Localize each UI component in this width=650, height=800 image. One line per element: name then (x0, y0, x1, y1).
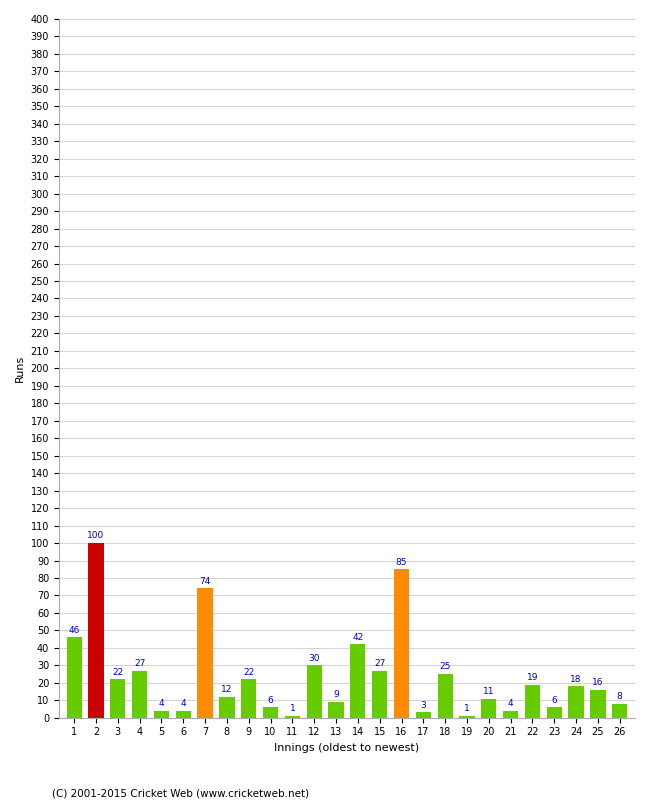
Text: 6: 6 (551, 696, 557, 705)
Text: 22: 22 (112, 668, 124, 677)
Bar (241, 679, 256, 718)
Text: 12: 12 (221, 685, 233, 694)
Text: 11: 11 (483, 687, 495, 696)
Text: 74: 74 (200, 577, 211, 586)
Bar (416, 713, 431, 718)
Bar (328, 702, 344, 718)
Bar (460, 716, 474, 718)
Bar (569, 686, 584, 718)
Bar (263, 707, 278, 718)
Text: 42: 42 (352, 633, 363, 642)
Text: (C) 2001-2015 Cricket Web (www.cricketweb.net): (C) 2001-2015 Cricket Web (www.cricketwe… (52, 788, 309, 798)
Text: 4: 4 (181, 699, 186, 708)
Y-axis label: Runs: Runs (15, 354, 25, 382)
Bar (132, 670, 148, 718)
Text: 27: 27 (134, 659, 146, 668)
Bar (111, 679, 125, 718)
Text: 4: 4 (159, 699, 164, 708)
Text: 4: 4 (508, 699, 514, 708)
Bar (154, 710, 169, 718)
Text: 85: 85 (396, 558, 408, 566)
Text: 1: 1 (464, 704, 470, 714)
Bar (612, 704, 627, 718)
Text: 1: 1 (289, 704, 295, 714)
Bar (307, 666, 322, 718)
Bar (219, 697, 235, 718)
Text: 19: 19 (526, 673, 538, 682)
Bar (198, 589, 213, 718)
Bar (176, 710, 191, 718)
Bar (547, 707, 562, 718)
Bar (481, 698, 497, 718)
Text: 18: 18 (570, 674, 582, 684)
Text: 25: 25 (439, 662, 451, 671)
Text: 3: 3 (421, 701, 426, 710)
Text: 30: 30 (309, 654, 320, 662)
Bar (590, 690, 606, 718)
Bar (394, 570, 409, 718)
Text: 100: 100 (87, 531, 105, 541)
Bar (372, 670, 387, 718)
Bar (350, 644, 365, 718)
Bar (437, 674, 453, 718)
Text: 27: 27 (374, 659, 385, 668)
X-axis label: Innings (oldest to newest): Innings (oldest to newest) (274, 743, 419, 753)
Text: 9: 9 (333, 690, 339, 699)
Text: 16: 16 (592, 678, 604, 687)
Bar (88, 543, 103, 718)
Bar (503, 710, 518, 718)
Bar (66, 638, 82, 718)
Text: 8: 8 (617, 692, 623, 701)
Text: 46: 46 (68, 626, 80, 634)
Bar (525, 685, 540, 718)
Text: 22: 22 (243, 668, 254, 677)
Text: 6: 6 (268, 696, 274, 705)
Bar (285, 716, 300, 718)
